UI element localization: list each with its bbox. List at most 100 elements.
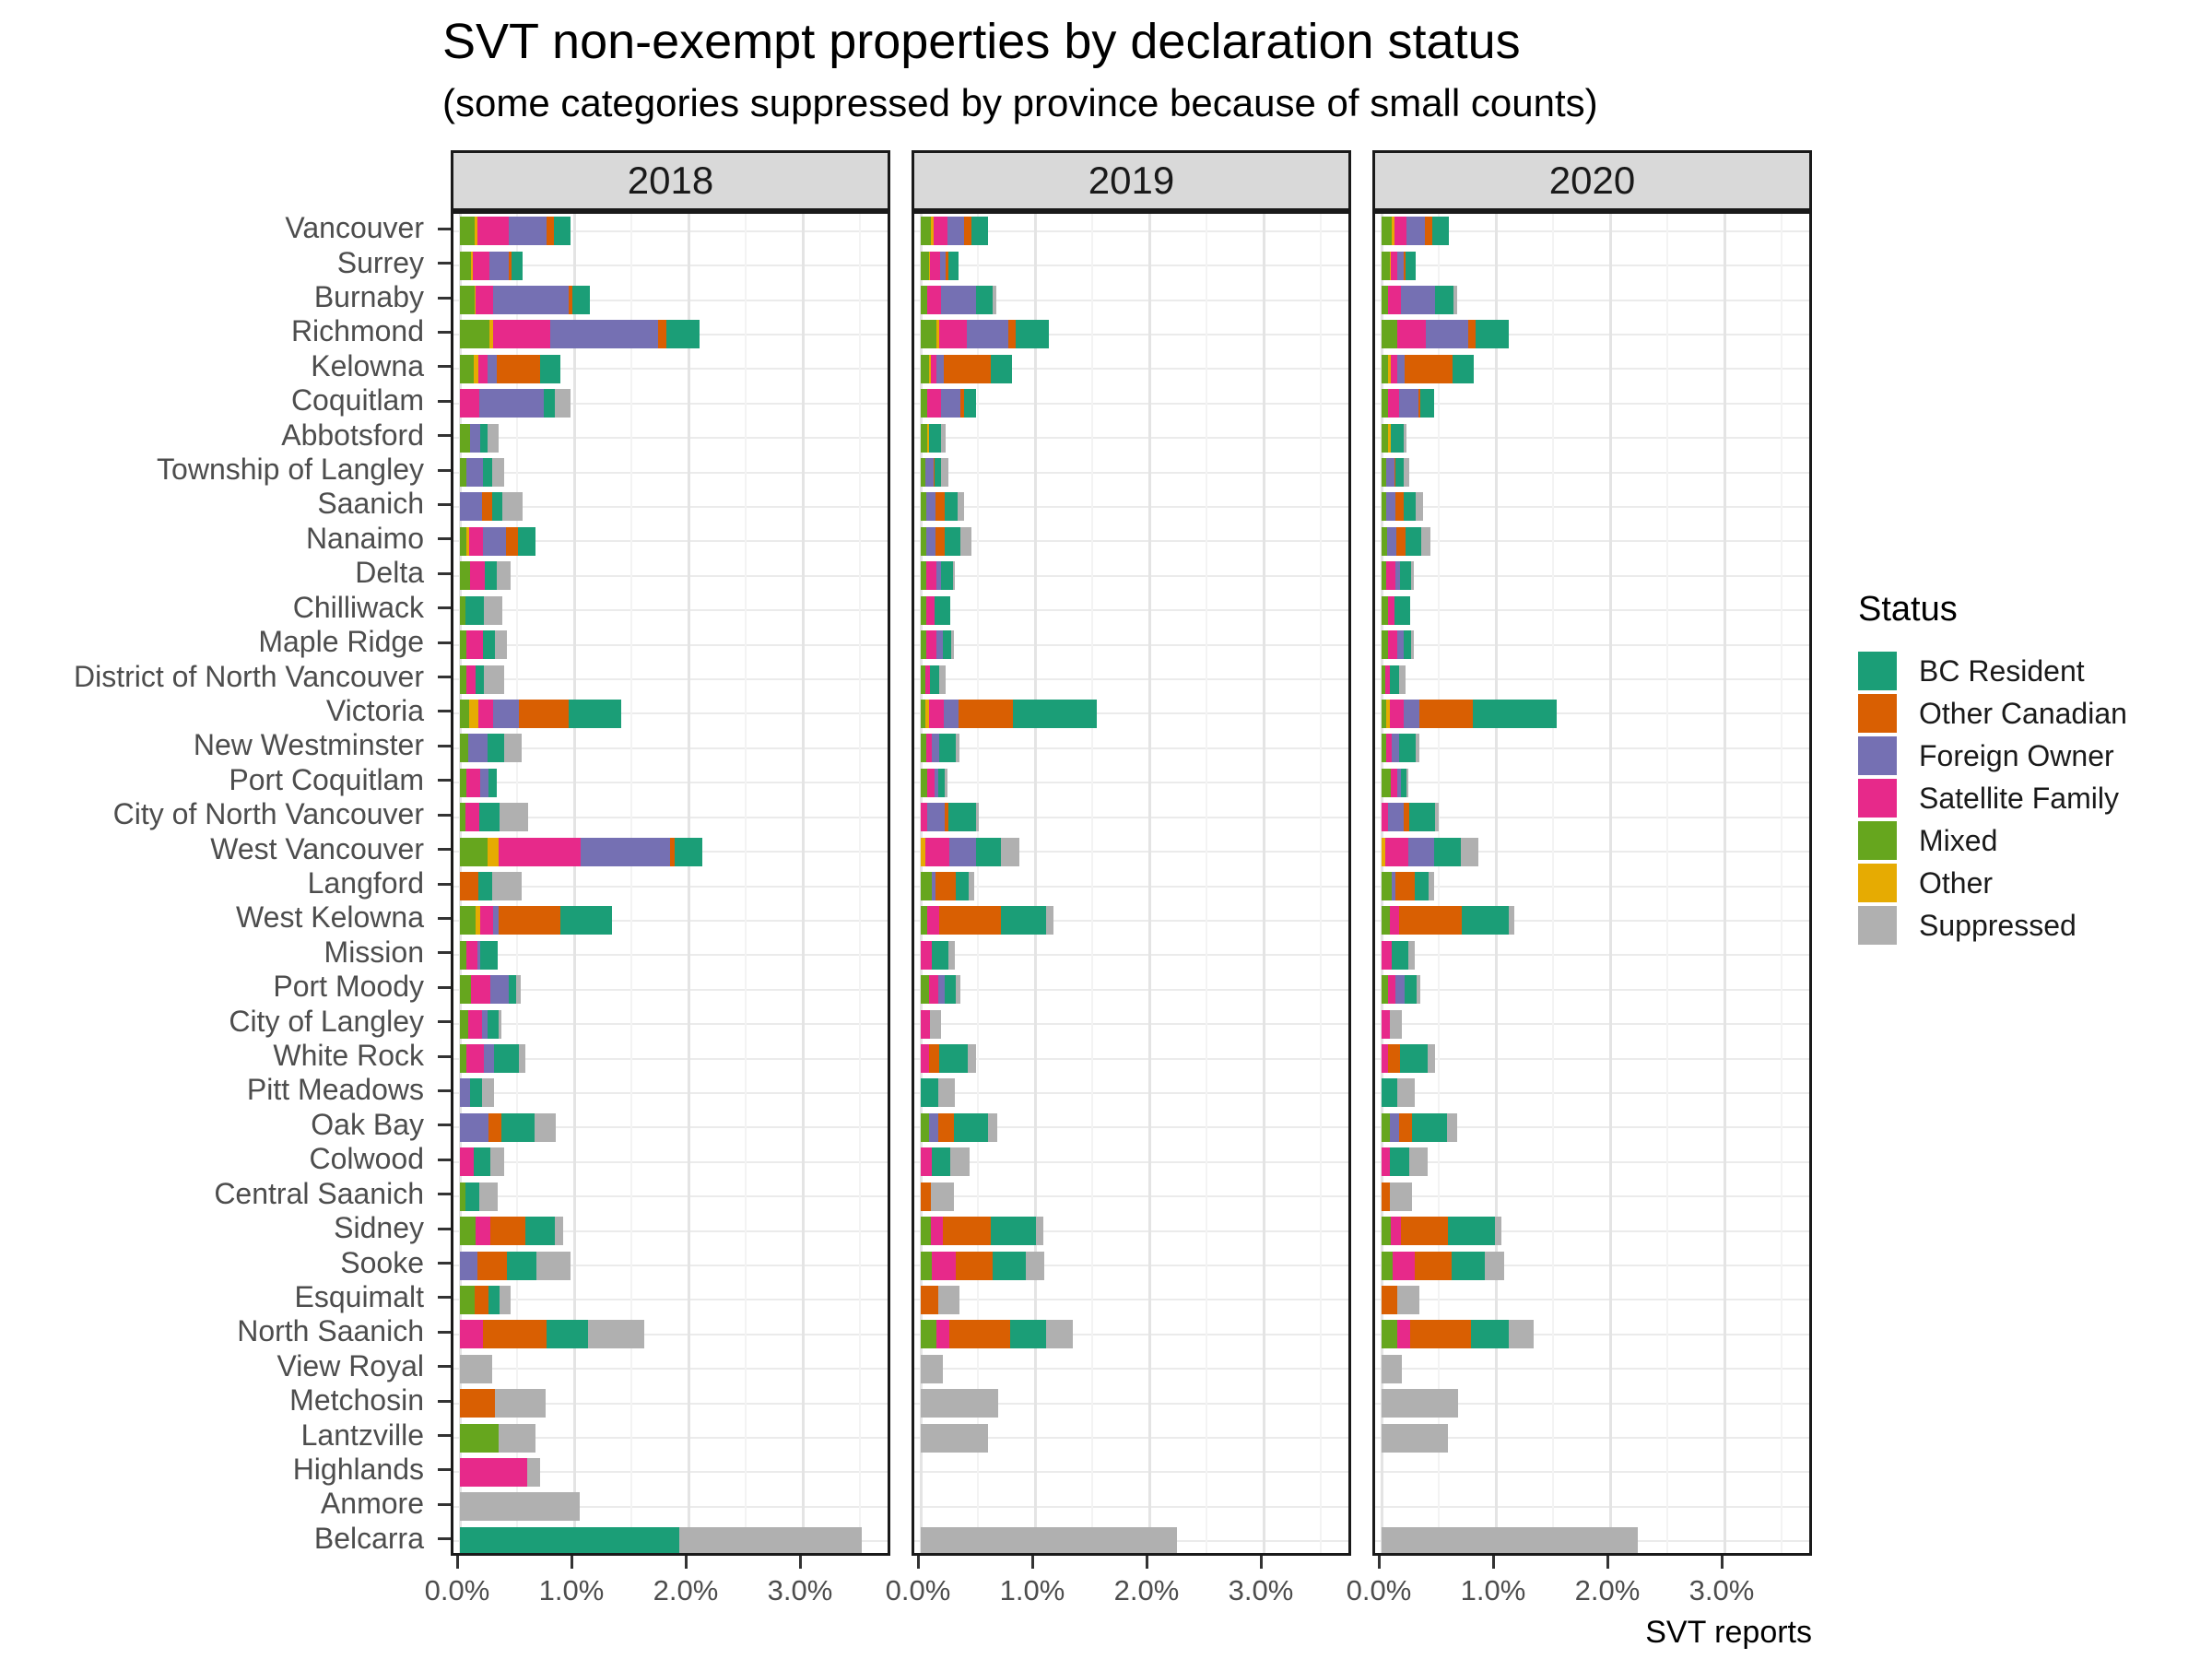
bar-segment-mixed — [1382, 217, 1393, 246]
bar-segment-suppressed — [941, 423, 947, 453]
gridline-horizontal — [1375, 1265, 1809, 1266]
bar-segment-suppressed — [1407, 940, 1415, 970]
bar-segment-foreign-owner — [924, 458, 934, 488]
bar-segment-mixed — [460, 699, 469, 728]
bar-segment-foreign-owner — [487, 354, 497, 383]
gridline-horizontal — [453, 540, 888, 543]
legend-items: BC Resident Other Canadian Foreign Owner Sa… — [1858, 650, 2127, 947]
gridline-horizontal — [1375, 1126, 1809, 1129]
gridline-horizontal — [453, 265, 888, 267]
bar-segment-suppressed — [945, 768, 947, 797]
bar-segment-mixed — [460, 1182, 466, 1211]
gridline-major — [688, 214, 690, 1553]
bar-segment-suppressed — [500, 1285, 511, 1314]
bar-segment-suppressed — [1026, 1251, 1044, 1280]
y-tick — [438, 744, 451, 747]
bar-segment-suppressed — [1411, 561, 1414, 591]
gridline-horizontal — [914, 265, 1348, 267]
bar-segment-satellite-family — [471, 975, 491, 1005]
bar-segment-bc-resident — [945, 975, 957, 1005]
bar-segment-satellite-family — [460, 389, 480, 418]
gridline-horizontal — [453, 1230, 888, 1232]
bar-segment-satellite-family — [927, 768, 935, 797]
bar-segment-mixed — [1382, 492, 1386, 522]
bar-segment-mixed — [921, 1112, 929, 1142]
y-axis-label: West Kelowna — [236, 900, 424, 935]
bar-segment-satellite-family — [476, 1217, 491, 1246]
y-tick — [438, 641, 451, 644]
bar-segment-satellite-family — [465, 803, 480, 832]
bar-segment-mixed — [921, 734, 927, 763]
bar-segment-mixed — [1382, 526, 1388, 556]
bar-segment-foreign-owner — [1388, 803, 1404, 832]
bar-segment-satellite-family — [1397, 1320, 1410, 1349]
bar-segment-mixed — [460, 286, 476, 315]
bar-segment-suppressed — [1427, 1044, 1436, 1074]
chart-title: SVT non-exempt properties by declaration… — [442, 14, 1521, 69]
y-tick — [438, 1088, 451, 1092]
bar-segment-mixed — [921, 906, 928, 935]
bar-segment-mixed — [460, 837, 488, 866]
bar-segment-mixed — [1382, 1217, 1391, 1246]
bar-segment-other — [1388, 354, 1391, 383]
bar-segment-satellite-family — [1382, 1147, 1390, 1177]
bar-segment-foreign-owner — [1387, 526, 1397, 556]
bar-segment-bc-resident — [1412, 1112, 1447, 1142]
bar-segment-mixed — [1382, 665, 1385, 694]
x-tick — [917, 1556, 920, 1569]
gridline-horizontal — [1375, 333, 1809, 335]
bar-segment-bc-resident — [938, 1044, 968, 1074]
bar-segment-foreign-owner — [1394, 561, 1400, 591]
bar-segment-suppressed — [479, 1182, 498, 1211]
legend-swatch-bc-resident — [1858, 652, 1897, 690]
bar-segment-foreign-owner — [481, 1009, 488, 1039]
bar-segment-mixed — [460, 595, 466, 625]
bar-segment-bc-resident — [975, 837, 1001, 866]
bar-segment-foreign-owner — [466, 458, 483, 488]
bar-segment-satellite-family — [1382, 940, 1393, 970]
bar-segment-satellite-family — [1388, 595, 1394, 625]
gridline-horizontal — [914, 1299, 1348, 1301]
bar-segment-bc-resident — [993, 1251, 1027, 1280]
gridline-horizontal — [914, 1160, 1348, 1163]
bar-segment-bc-resident — [945, 526, 961, 556]
bar-segment-bc-resident — [934, 458, 942, 488]
bar-segment-other — [473, 354, 478, 383]
bar-segment-satellite-family — [931, 1217, 943, 1246]
gridline-horizontal — [914, 1195, 1348, 1198]
bar-segment-satellite-family — [1394, 217, 1407, 246]
bar-segment-bc-resident — [1406, 251, 1417, 280]
bar-segment-other-canadian — [1388, 1044, 1400, 1074]
bar-segment-mixed — [921, 768, 928, 797]
bar-segment-suppressed — [491, 458, 505, 488]
bar-segment-other-canadian — [956, 1251, 994, 1280]
bar-segment-other-canadian — [1401, 1217, 1448, 1246]
bar-segment-bc-resident — [1406, 526, 1422, 556]
bar-segment-other-canadian — [490, 1217, 525, 1246]
bar-segment-mixed — [921, 561, 927, 591]
gridline-horizontal — [453, 505, 888, 508]
bar-segment-other — [936, 320, 939, 349]
bar-segment-other-canadian — [945, 803, 948, 832]
legend-item-mixed: Mixed — [1858, 819, 2127, 862]
gridline-horizontal — [1375, 1299, 1809, 1301]
bar-segment-suppressed — [1397, 1285, 1419, 1314]
bar-segment-mixed — [460, 458, 467, 488]
y-axis-label: Anmore — [320, 1487, 424, 1521]
gridline-horizontal — [914, 851, 1348, 853]
bar-segment-suppressed — [1046, 1320, 1073, 1349]
y-tick — [438, 330, 451, 334]
gridline-horizontal — [453, 816, 888, 818]
facet-panel-2018 — [451, 211, 890, 1556]
y-axis-label: View Royal — [276, 1348, 424, 1382]
y-tick — [438, 1502, 451, 1506]
bar-segment-other-canadian — [670, 837, 676, 866]
gridline-horizontal — [453, 1160, 888, 1163]
y-tick — [438, 296, 451, 300]
bar-segment-satellite-family — [470, 561, 486, 591]
bar-segment-other-canadian — [935, 872, 957, 900]
bar-segment-mixed — [1382, 595, 1389, 625]
gridline-horizontal — [914, 1091, 1348, 1094]
bar-segment-foreign-owner — [1389, 1112, 1399, 1142]
gridline-horizontal — [914, 471, 1348, 474]
